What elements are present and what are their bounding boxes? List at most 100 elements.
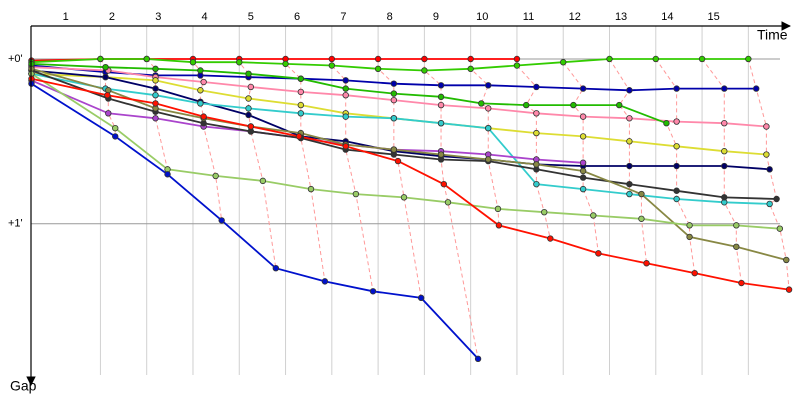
- data-point: [247, 83, 255, 91]
- data-point: [421, 55, 428, 63]
- lap-connector: [238, 58, 277, 269]
- data-point: [738, 279, 745, 287]
- data-point: [590, 212, 597, 219]
- data-point: [673, 195, 680, 203]
- data-point: [533, 129, 540, 137]
- data-point: [218, 217, 225, 224]
- data-point: [721, 162, 728, 170]
- data-point: [533, 110, 540, 117]
- data-point: [164, 171, 171, 178]
- data-point: [579, 174, 587, 181]
- data-point: [112, 133, 119, 140]
- data-point: [763, 123, 770, 130]
- data-point: [673, 143, 680, 150]
- data-point: [390, 90, 398, 97]
- lap-connector: [747, 58, 790, 290]
- data-point: [686, 233, 693, 241]
- series-line: [31, 69, 770, 171]
- data-point: [394, 157, 402, 165]
- series-line: [31, 69, 777, 200]
- data-point: [200, 113, 207, 120]
- data-point: [236, 59, 243, 66]
- data-point: [104, 91, 111, 99]
- data-point: [776, 225, 784, 232]
- data-point: [437, 82, 445, 89]
- series-line: [31, 73, 780, 230]
- data-point: [437, 101, 445, 109]
- x-tick-label: 3: [155, 11, 161, 23]
- data-point: [652, 55, 659, 63]
- data-point: [616, 101, 623, 109]
- data-point: [485, 124, 492, 132]
- data-point: [495, 222, 503, 229]
- data-point: [152, 65, 159, 73]
- data-point: [295, 133, 303, 140]
- data-point: [421, 67, 428, 74]
- data-point: [342, 77, 349, 84]
- data-point: [547, 235, 554, 242]
- data-point: [189, 59, 197, 66]
- series-line: [31, 77, 790, 291]
- data-point: [390, 115, 398, 122]
- x-tick-label: 5: [248, 11, 254, 23]
- data-point: [663, 120, 670, 127]
- data-point: [745, 55, 752, 63]
- data-point: [579, 133, 587, 140]
- data-point: [733, 243, 740, 250]
- x-tick-label: 15: [708, 11, 720, 23]
- data-point: [374, 65, 382, 73]
- data-point: [152, 85, 159, 92]
- data-point: [485, 82, 492, 89]
- y-tick-label: +1': [8, 218, 23, 230]
- lap-connector: [470, 58, 500, 226]
- tick-labels: 1 2 3 4 5 6 7 8 9 10 11 12 13 14 15+0'+1': [8, 11, 720, 230]
- data-point: [560, 59, 567, 66]
- data-point: [297, 75, 305, 82]
- data-point: [400, 194, 408, 201]
- data-point: [467, 65, 474, 73]
- data-point: [541, 208, 548, 216]
- data-point: [328, 55, 336, 63]
- series-points: [28, 55, 793, 363]
- data-point: [197, 87, 204, 94]
- data-point: [105, 110, 112, 117]
- data-point: [485, 156, 492, 163]
- data-point: [494, 205, 502, 213]
- data-point: [112, 124, 119, 132]
- x-tick-label: 11: [523, 11, 534, 23]
- data-point: [197, 100, 204, 107]
- data-point: [321, 278, 329, 285]
- lap-connector: [655, 58, 696, 274]
- data-point: [721, 85, 728, 92]
- data-point: [673, 118, 680, 125]
- data-point: [200, 78, 207, 86]
- data-point: [390, 80, 398, 87]
- data-point: [152, 115, 159, 122]
- data-point: [342, 85, 349, 92]
- data-point: [533, 161, 540, 168]
- series-line: [31, 82, 479, 360]
- x-tick-label: 6: [294, 11, 300, 23]
- data-point: [328, 62, 336, 69]
- data-point: [579, 159, 587, 166]
- x-tick-label: 1: [63, 11, 69, 23]
- data-point: [143, 55, 150, 63]
- data-point: [606, 55, 613, 63]
- data-point: [374, 55, 382, 63]
- data-point: [297, 88, 305, 96]
- data-point: [626, 190, 633, 198]
- data-point: [763, 151, 770, 158]
- x-tick-label: 7: [340, 11, 346, 23]
- data-point: [342, 113, 349, 120]
- data-point: [474, 355, 482, 363]
- series-line: [31, 64, 757, 92]
- data-point: [721, 194, 728, 201]
- data-point: [307, 185, 315, 193]
- data-point: [626, 138, 633, 145]
- data-point: [440, 180, 448, 188]
- data-point: [245, 105, 252, 112]
- data-point: [579, 167, 587, 175]
- data-point: [369, 288, 377, 295]
- x-tick-label: 8: [387, 11, 393, 23]
- data-point: [245, 70, 252, 77]
